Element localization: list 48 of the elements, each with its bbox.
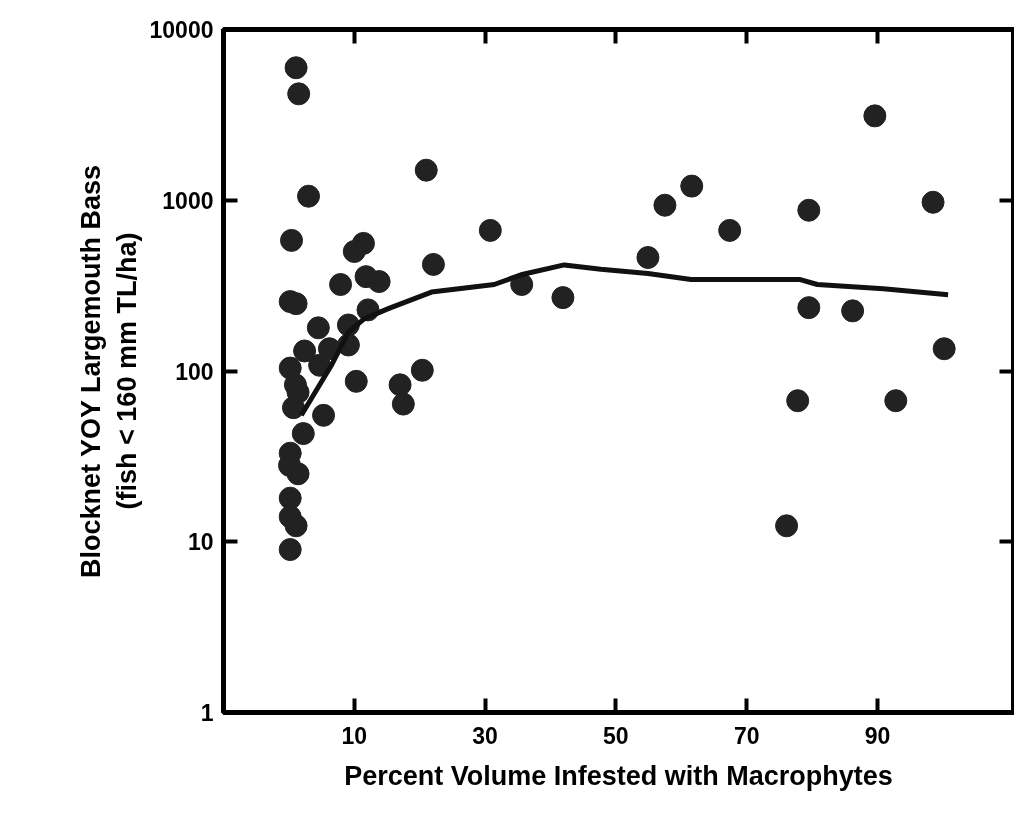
point	[551, 286, 575, 310]
point	[291, 422, 315, 446]
x-tick-label: 50	[603, 722, 629, 749]
point	[306, 316, 330, 340]
point	[786, 389, 810, 413]
point	[680, 174, 704, 198]
y-tick-label: 10000	[149, 17, 214, 43]
x-tick-label: 70	[733, 722, 760, 749]
point	[284, 56, 308, 80]
point	[478, 218, 502, 242]
x-tick-label: 10	[341, 722, 368, 749]
y-axis-title: Blocknet YOY Largemouth Bass (fish < 160 mm TL/ha)	[75, 164, 142, 579]
point	[287, 82, 311, 106]
y-tick-label: 10	[187, 529, 214, 556]
point	[841, 299, 865, 323]
y-tick-label: 1000	[162, 187, 214, 214]
point	[344, 369, 368, 393]
point	[421, 252, 445, 276]
point	[391, 392, 415, 416]
x-tick-label: 90	[864, 722, 891, 749]
point	[280, 228, 304, 252]
point	[921, 190, 945, 214]
y-tick-label: 1	[200, 700, 214, 726]
point	[367, 270, 391, 294]
point	[863, 104, 887, 128]
point	[388, 373, 412, 397]
point	[797, 296, 821, 320]
point	[410, 358, 434, 382]
x-axis-title: Percent Volume Infested with Macrophytes	[344, 760, 893, 791]
point	[414, 158, 438, 182]
point	[297, 184, 321, 208]
y-tick-label: 100	[175, 358, 214, 385]
point	[312, 403, 336, 427]
point	[329, 273, 353, 296]
point	[284, 514, 308, 538]
point	[278, 538, 302, 562]
point	[342, 240, 366, 263]
point	[884, 389, 908, 413]
point	[775, 514, 799, 538]
point	[653, 193, 677, 217]
point	[293, 339, 317, 363]
point	[286, 462, 310, 486]
point	[278, 486, 302, 510]
point	[797, 198, 821, 222]
x-tick-label: 30	[472, 722, 498, 749]
point	[932, 337, 956, 361]
point	[636, 246, 660, 269]
point	[718, 218, 742, 242]
